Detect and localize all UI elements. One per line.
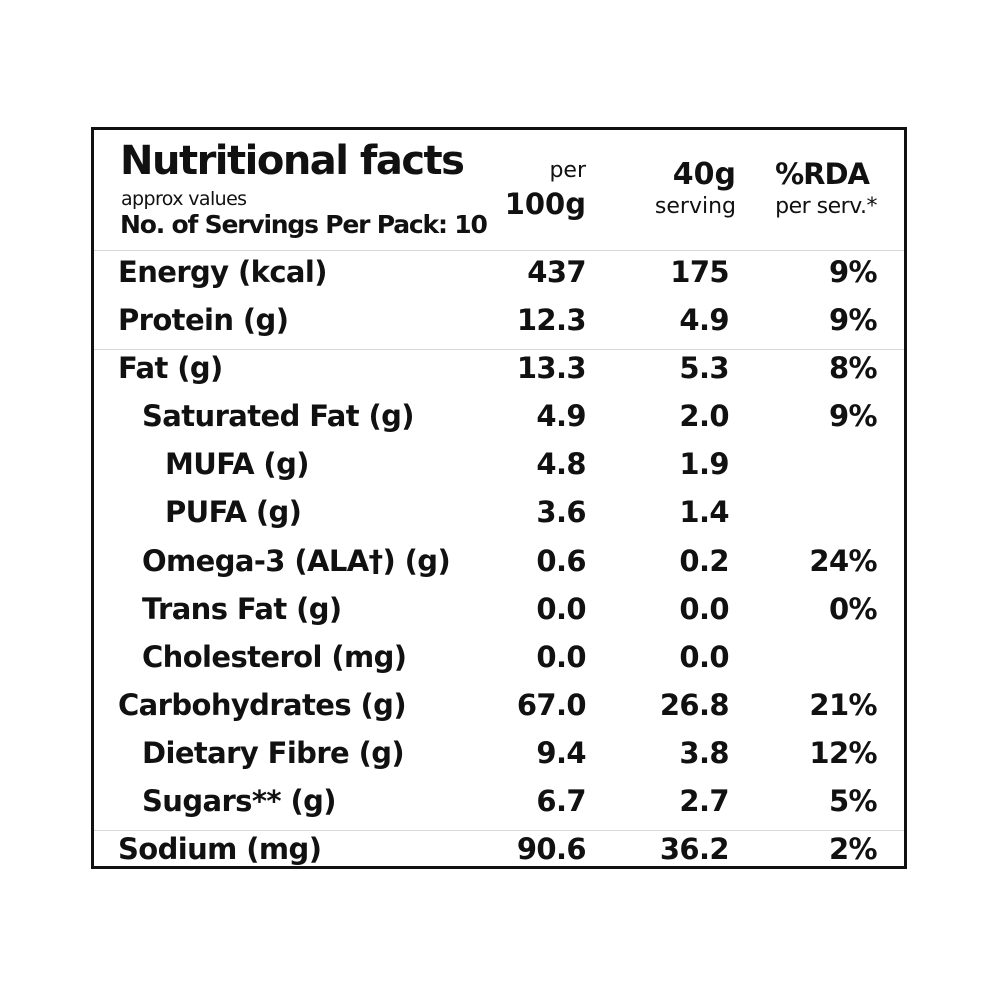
value-per-100g: 6.7 [536,784,586,819]
row-divider [94,830,904,831]
table-row: Cholesterol (mg) 0.0 0.0 [94,638,904,686]
table-row: Energy (kcal) 437 175 9% [94,253,904,301]
table-row: Omega-3 (ALA†) (g) 0.6 0.2 24% [94,542,904,590]
value-rda: 2% [828,832,878,867]
value-per-100g: 90.6 [516,832,587,867]
value-rda: 5% [828,784,878,819]
table-row: MUFA (g) 4.8 1.9 [94,445,904,493]
value-per-100g: 9.4 [536,735,586,770]
nutrient-name: Dietary Fibre (g) [142,735,405,770]
row-divider [94,349,904,350]
value-rda: 9% [828,303,878,338]
col-rda-label-bottom: per serv.* [775,194,877,219]
table-row: PUFA (g) 3.6 1.4 [94,493,904,541]
nutrient-name: Protein (g) [118,303,289,338]
nutrient-name: Trans Fat (g) [142,591,342,626]
table-row: Fat (g) 13.3 5.3 8% [94,349,904,397]
col-per100-label-bottom: 100g [504,187,586,221]
nutrient-name: Sugars** (g) [142,784,337,819]
value-per-100g: 437 [527,255,586,289]
value-rda: 0% [828,591,878,626]
value-per-100g: 0.0 [536,639,586,674]
table-row: Protein (g) 12.3 4.9 9% [94,301,904,349]
value-per-100g: 13.3 [516,351,587,386]
value-rda: 12% [809,735,877,770]
value-per-serving: 1.9 [679,447,729,482]
value-per-serving: 5.3 [679,351,729,386]
nutrient-name: Omega-3 (ALA†) (g) [142,543,451,578]
col-serving-label-top: 40g [672,157,736,192]
value-rda: 8% [828,351,878,386]
col-per100-label-top: per [549,158,586,183]
table-row: Trans Fat (g) 0.0 0.0 0% [94,590,904,638]
value-rda: 24% [809,543,877,578]
table-row: Sodium (mg) 90.6 36.2 2% [94,830,904,878]
table-row: Dietary Fibre (g) 9.4 3.8 12% [94,734,904,782]
nutrient-name: Sodium (mg) [118,832,322,867]
header-divider [94,250,904,251]
nutrition-title: Nutritional facts [120,138,465,184]
value-per-serving: 175 [670,255,729,289]
value-per-100g: 0.0 [536,591,586,626]
table-row: Saturated Fat (g) 4.9 2.0 9% [94,397,904,445]
table-row: Sugars** (g) 6.7 2.7 5% [94,782,904,830]
value-per-100g: 67.0 [516,687,587,722]
value-per-serving: 4.9 [679,303,729,338]
nutrient-name: Fat (g) [118,351,223,386]
table-row: Carbohydrates (g) 67.0 26.8 21% [94,686,904,734]
nutrient-name: MUFA (g) [165,447,310,482]
value-per-serving: 2.0 [679,399,729,434]
value-per-100g: 3.6 [536,495,586,530]
value-per-100g: 0.6 [536,543,586,578]
nutrient-name: Saturated Fat (g) [142,399,415,434]
nutrient-rows: Energy (kcal) 437 175 9% Protein (g) 12.… [94,253,904,878]
value-rda: 9% [828,255,878,289]
col-rda-label-top: %RDA [775,157,870,191]
nutrient-name: PUFA (g) [165,495,302,530]
value-per-serving: 36.2 [659,832,730,867]
value-per-serving: 0.0 [679,591,729,626]
value-per-serving: 26.8 [659,687,730,722]
nutrient-name: Cholesterol (mg) [142,639,407,674]
value-per-serving: 1.4 [679,495,729,530]
value-per-100g: 4.9 [536,399,586,434]
value-per-serving: 3.8 [679,735,729,770]
servings-per-pack: No. of Servings Per Pack: 10 [120,210,488,239]
value-rda: 21% [809,687,877,722]
value-per-serving: 0.2 [679,543,729,578]
nutrient-name: Energy (kcal) [118,255,327,289]
value-rda: 9% [828,399,878,434]
approx-values-note: approx values [121,188,247,210]
nutrition-facts-panel: Nutritional facts approx values No. of S… [91,127,907,869]
nutrition-header: Nutritional facts approx values No. of S… [94,130,904,250]
col-serving-label-bottom: serving [654,194,736,219]
value-per-serving: 2.7 [679,784,729,819]
value-per-100g: 12.3 [516,303,587,338]
value-per-serving: 0.0 [679,639,729,674]
value-per-100g: 4.8 [536,447,586,482]
nutrient-name: Carbohydrates (g) [118,687,407,722]
